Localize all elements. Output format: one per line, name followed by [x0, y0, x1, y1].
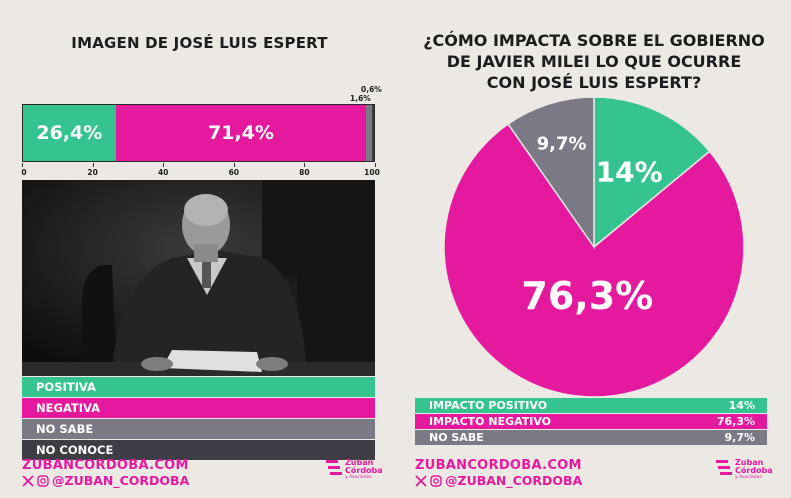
- stacked-bar-chart: 26,4% 71,4%: [22, 104, 375, 162]
- bar-value-label: 71,4%: [208, 122, 274, 144]
- right-chart-title: ¿CÓMO IMPACTA SOBRE EL GOBIERNO DE JAVIE…: [408, 30, 780, 93]
- instagram-icon[interactable]: [430, 474, 442, 487]
- legend-item: IMPACTO POSITIVO 14%: [415, 398, 767, 413]
- left-legend: POSITIVA NEGATIVA NO SABE NO CONOCE: [22, 377, 375, 460]
- brand-name-3: y Asociados: [735, 474, 762, 480]
- brand-name-3: y Asociados: [345, 474, 372, 480]
- bar-small-value-label: 0,6%: [361, 85, 382, 94]
- bar-value-label: 26,4%: [36, 122, 103, 144]
- pie-value-label: 14%: [595, 155, 663, 189]
- legend-item: POSITIVA: [22, 377, 375, 397]
- speaker-photo: [22, 180, 375, 376]
- legend-item: NEGATIVA: [22, 398, 375, 418]
- instagram-icon[interactable]: [37, 474, 49, 487]
- title-line: ¿CÓMO IMPACTA SOBRE EL GOBIERNO: [423, 31, 765, 50]
- x-tick-mark: [163, 163, 165, 167]
- x-tick-mark: [92, 163, 94, 167]
- legend-label: NO SABE: [429, 431, 484, 444]
- x-tick-label: 0: [21, 168, 27, 177]
- title-line: DE JAVIER MILEI LO QUE OCURRE: [446, 52, 742, 71]
- social-handle: @ZUBAN_CORDOBA: [52, 473, 190, 488]
- x-tick-label: 80: [299, 168, 310, 177]
- legend-label: IMPACTO NEGATIVO: [429, 415, 552, 428]
- legend-item: NO SABE 9,7%: [415, 430, 767, 445]
- legend-label: IMPACTO POSITIVO: [429, 399, 548, 412]
- x-tick-mark: [233, 163, 235, 167]
- bar-segment-negativa: 71,4%: [115, 105, 367, 161]
- x-tick-label: 60: [228, 168, 240, 177]
- social-handle: @ZUBAN_CORDOBA: [445, 473, 583, 488]
- x-tick-label: 40: [157, 168, 169, 177]
- pie-value-label: 76,3%: [521, 274, 654, 319]
- brand-mark-icon: [326, 460, 342, 475]
- pie-slice-no-sabe: [507, 96, 595, 250]
- legend-item: NO SABE: [22, 419, 375, 439]
- right-legend: IMPACTO POSITIVO 14% IMPACTO NEGATIVO 76,3%…: [415, 398, 767, 445]
- brand-logo-left: Zuban Córdoba y Asociados: [326, 458, 383, 480]
- x-twitter-icon[interactable]: [415, 474, 427, 487]
- legend-value: 9,7%: [724, 431, 755, 444]
- footer-social-right[interactable]: @ZUBAN_CORDOBA: [415, 473, 582, 488]
- x-tick-label: 20: [87, 168, 98, 177]
- left-chart-title: IMAGEN DE JOSÉ LUIS ESPERT: [71, 34, 328, 52]
- brand-logo-right: Zuban Córdoba y Asociados: [716, 458, 773, 480]
- x-tick-label: 100: [364, 168, 380, 177]
- pie-slice-impacto-negativo: [443, 122, 745, 398]
- brand-name-1: Zuban: [735, 457, 764, 467]
- bar-segment-no-conoce: [371, 105, 374, 161]
- brand-name-2: Córdoba: [345, 465, 383, 475]
- bar-small-value-label: 1,6%: [350, 94, 371, 103]
- legend-value: 14%: [728, 399, 755, 412]
- x-tick-mark: [22, 163, 23, 167]
- legend-value: 76,3%: [716, 415, 755, 428]
- brand-mark-icon: [716, 460, 732, 475]
- brand-name-1: Zuban: [345, 457, 374, 467]
- x-axis: 0 20 40 60 80 100: [21, 163, 380, 179]
- x-tick-mark: [375, 163, 376, 167]
- pie-slice-impacto-positivo: [593, 96, 711, 249]
- footer-social-left[interactable]: @ZUBAN_CORDOBA: [22, 473, 189, 488]
- legend-item: NO CONOCE: [22, 440, 375, 460]
- x-tick-mark: [304, 163, 306, 167]
- legend-item: IMPACTO NEGATIVO 76,3%: [415, 414, 767, 429]
- x-twitter-icon[interactable]: [22, 474, 34, 487]
- brand-name-2: Córdoba: [735, 465, 773, 475]
- footer-website-right[interactable]: ZUBANCORDOBA.COM: [415, 458, 582, 473]
- bar-segment-no-sabe: [366, 105, 372, 161]
- bar-segment-positiva: 26,4%: [23, 105, 116, 161]
- footer-website-left[interactable]: ZUBANCORDOBA.COM: [22, 458, 189, 473]
- pie-value-label: 9,7%: [536, 133, 587, 155]
- title-line: CON JOSÉ LUIS ESPERT?: [486, 73, 702, 92]
